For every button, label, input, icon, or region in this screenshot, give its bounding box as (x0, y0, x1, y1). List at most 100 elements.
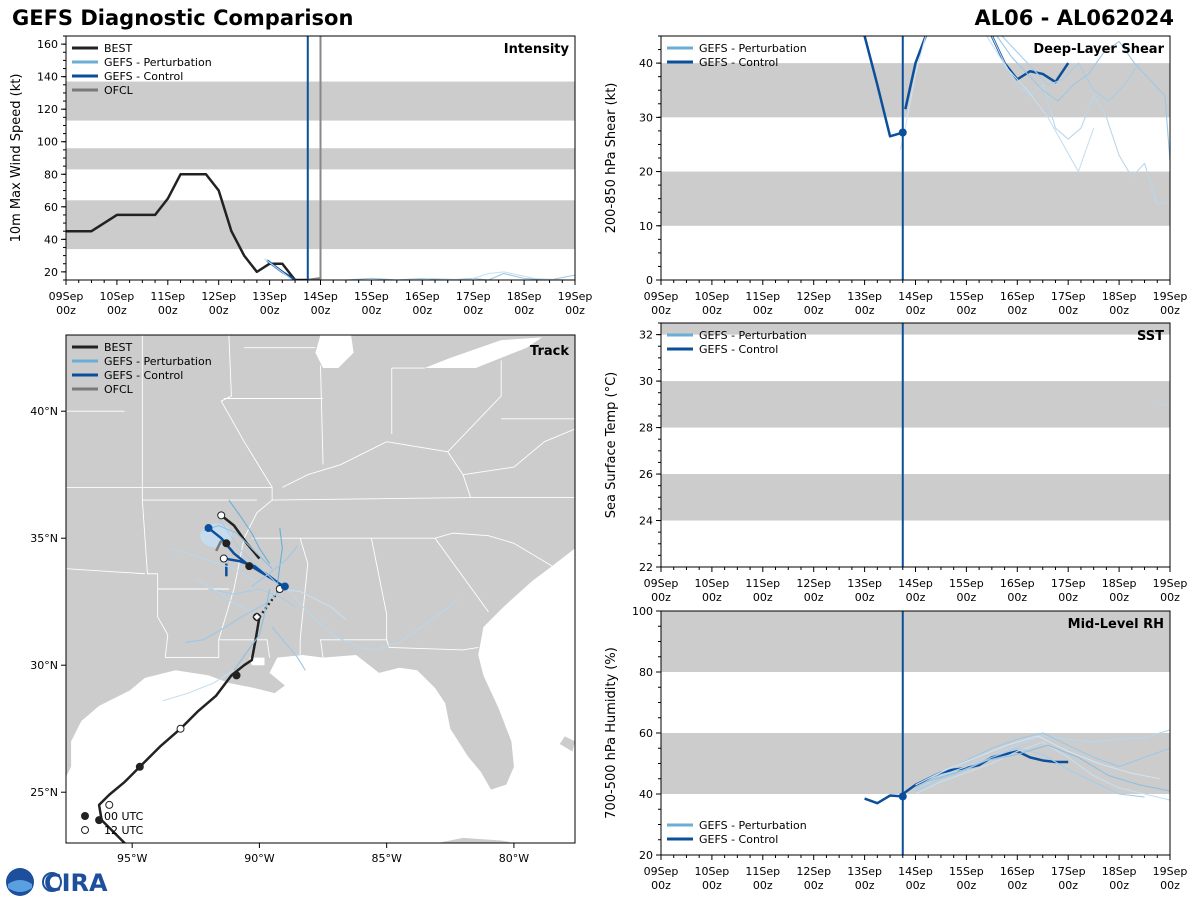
track-series-gefs-perturbation-16 (218, 517, 281, 587)
sst-y-axis-label: Sea Surface Temp (°C) (604, 372, 619, 519)
track-state-border-16 (434, 537, 489, 613)
intensity-y-tick-label: 80 (44, 168, 58, 181)
track-panel-title: Track (530, 344, 569, 359)
intensity-panel-title: Intensity (504, 42, 570, 57)
sst-x-tick-label: 13Sep (847, 577, 882, 590)
intensity-x-tick-label-hour: 00z (260, 304, 280, 317)
sst-x-tick-label-hour: 00z (855, 591, 875, 604)
intensity-y-tick-label: 120 (37, 103, 58, 116)
shear-x-tick-label-hour: 00z (906, 304, 926, 317)
rh-band-1 (661, 611, 1170, 672)
track-legend-label: GEFS - Control (104, 369, 183, 382)
intensity-x-tick-label: 17Sep (456, 290, 491, 303)
shear-plot-area (661, 36, 1170, 280)
track-series-gefs-perturbation-20 (251, 545, 299, 587)
rh-x-tick-label: 19Sep (1153, 865, 1188, 878)
track-point-control-11 (204, 524, 213, 533)
rh-x-tick-label-hour: 00z (855, 879, 875, 892)
track-land-bahamas (559, 736, 575, 752)
intensity-x-tick-label: 14Sep (303, 290, 338, 303)
track-frame (65, 334, 576, 844)
shear-x-tick-label-hour: 00z (702, 304, 722, 317)
track-y-tick-label: 25°N (30, 786, 58, 799)
track-series-gefs-perturbation-18 (228, 499, 271, 564)
rh-legend-label: GEFS - Control (699, 833, 778, 846)
shear-y-tick-label: 10 (639, 220, 653, 233)
cira-logo: CIRA (6, 868, 108, 897)
track-lake-erie (424, 337, 542, 369)
shear-series-gefs-control-0 (863, 36, 904, 138)
shear-legend-label: GEFS - Perturbation (699, 42, 807, 55)
intensity-x-tick-label: 11Sep (150, 290, 185, 303)
sst-x-tick-label: 18Sep (1102, 577, 1137, 590)
intensity-legend-label: GEFS - Control (104, 70, 183, 83)
rh-series-gefs-control-0 (864, 794, 903, 805)
intensity-x-tick-label: 19Sep (558, 290, 593, 303)
rh-x-tick-label: 14Sep (898, 865, 933, 878)
cira-globe-icon (42, 872, 62, 892)
shear-panel-title: Deep-Layer Shear (1033, 42, 1164, 57)
intensity-x-tick-label-hour: 00z (56, 304, 76, 317)
shear-series-gefs-perturbation-3 (991, 36, 1170, 205)
rh-x-tick-label-hour: 00z (1058, 879, 1078, 892)
shear-x-tick-label: 16Sep (1000, 290, 1035, 303)
track-state-border-15 (404, 532, 553, 567)
sst-x-tick-label: 15Sep (949, 577, 984, 590)
rh-y-tick-label: 100 (632, 605, 653, 618)
shear-y-tick-label: 20 (639, 166, 653, 179)
rh-x-tick-label: 09Sep (644, 865, 679, 878)
shear-x-tick-label-hour: 00z (651, 304, 671, 317)
shear-series-gefs-control-1 (904, 36, 927, 110)
sst-x-tick-label: 17Sep (1051, 577, 1086, 590)
sst-legend-label: GEFS - Perturbation (699, 329, 807, 342)
track-x-tick-label: 90°W (244, 852, 274, 865)
intensity-y-tick-label: 140 (37, 71, 58, 84)
shear-x-tick-label-hour: 00z (855, 304, 875, 317)
rh-y-tick-label: 20 (639, 849, 653, 862)
track-point-00-utc-2 (135, 762, 144, 771)
intensity-x-tick-label-hour: 00z (107, 304, 127, 317)
rh-x-tick-label-hour: 00z (1109, 879, 1129, 892)
sst-x-tick-label: 10Sep (695, 577, 730, 590)
rh-x-tick-label-hour: 00z (651, 879, 671, 892)
rh-x-tick-label: 17Sep (1051, 865, 1086, 878)
intensity-legend-label: OFCL (104, 84, 134, 97)
rh-series-gefs-perturbation-2 (915, 729, 1170, 792)
sst-y-tick-label: 32 (639, 329, 653, 342)
page-title: GEFS Diagnostic Comparison (12, 6, 354, 30)
sst-y-tick-label: 30 (639, 375, 653, 388)
intensity-x-tick-label: 18Sep (507, 290, 542, 303)
shear-x-tick-label: 18Sep (1102, 290, 1137, 303)
intensity-x-tick-label: 15Sep (354, 290, 389, 303)
track-state-border-12 (320, 365, 324, 465)
shear-band-0 (661, 171, 1170, 226)
intensity-x-tick-label: 13Sep (252, 290, 287, 303)
sst-band-0 (661, 474, 1170, 521)
track-state-border-1 (165, 335, 273, 659)
sst-x-tick-label-hour: 00z (651, 591, 671, 604)
intensity-x-tick-label-hour: 00z (209, 304, 229, 317)
sst-x-tick-label-hour: 00z (1109, 591, 1129, 604)
sst-x-tick-label: 09Sep (644, 577, 679, 590)
cira-logo-text: CIRA (44, 869, 108, 897)
sst-plot-area (661, 323, 1170, 567)
shear-control-marker (898, 128, 907, 137)
rh-y-tick-label: 80 (639, 666, 653, 679)
intensity-y-tick-label: 60 (44, 201, 58, 214)
sst-x-tick-label: 16Sep (1000, 577, 1035, 590)
track-series-ofcl-6 (215, 540, 223, 552)
intensity-y-tick-label: 160 (37, 38, 58, 51)
intensity-y-tick-label: 40 (44, 233, 58, 246)
track-marker-legend-label: 00 UTC (104, 810, 144, 823)
track-series-gefs-perturbation-10 (208, 588, 296, 608)
intensity-y-tick-label: 100 (37, 136, 58, 149)
track-point-12-utc-3 (176, 724, 185, 733)
track-series-best-2 (220, 514, 261, 560)
intensity-legend-label: GEFS - Perturbation (104, 56, 212, 69)
rh-x-tick-label: 10Sep (695, 865, 730, 878)
sst-panel: 09Sep00z10Sep00z11Sep00z12Sep00z13Sep00z… (604, 322, 1187, 604)
track-point-12-utc-8 (219, 554, 228, 563)
sst-y-tick-label: 22 (639, 561, 653, 574)
track-state-border-5 (157, 589, 169, 658)
track-x-tick-label: 95°W (117, 852, 147, 865)
